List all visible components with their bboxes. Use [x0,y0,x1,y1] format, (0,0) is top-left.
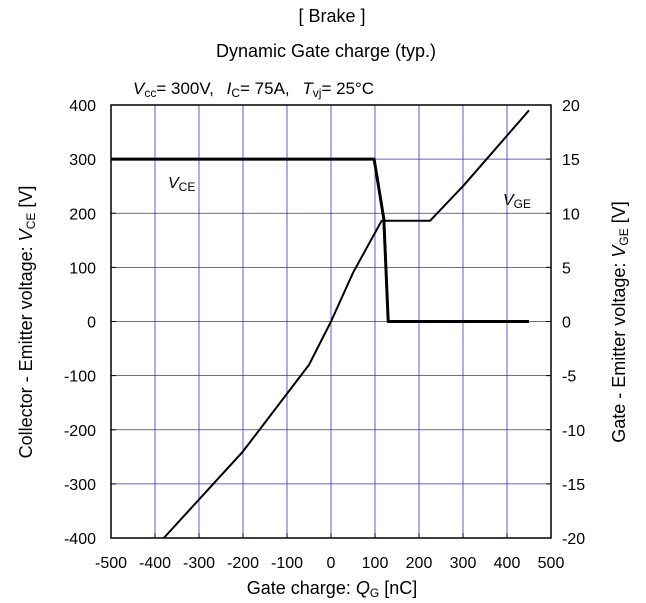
y-tick-label: 400 [69,98,96,115]
x-tick-label: 100 [362,555,389,572]
chart-title-line1: [ Brake ] [298,6,365,26]
y-tick-label: -100 [64,369,96,386]
series-label-vge: VGE [503,192,531,211]
x-tick-label: -200 [227,555,259,572]
y2-tick-label: -10 [562,423,585,440]
y2-tick-label: 5 [562,260,571,277]
y2-tick-label: -5 [562,369,576,386]
y2-tick-label: 10 [562,206,580,223]
y2-tick-label: -20 [562,531,585,548]
y-tick-label: -400 [64,531,96,548]
vge-curve [163,109,530,539]
x-axis-label: Gate charge: QG [nC] [247,578,417,600]
test-conditions: Vcc= 300V, IC= 75A, Tvj= 25°C [133,79,374,100]
y-axis-label-left: Collector - Emitter voltage: VCE [V] [16,186,38,459]
vce-curve [111,157,529,323]
x-tick-label: 200 [406,555,433,572]
tick-labels: -500 -400 -300 -200 -100 0 100 200 300 400 500-400… [64,98,585,572]
x-tick-label: 0 [327,555,336,572]
data-series [111,109,530,539]
series-label-vce: VCE [168,175,195,194]
y2-tick-label: -15 [562,477,585,494]
y-tick-label: 200 [69,206,96,223]
x-tick-label: 300 [450,555,477,572]
x-tick-label: -400 [139,555,171,572]
chart-title-line2: Dynamic Gate charge (typ.) [216,41,436,61]
y-tick-label: -200 [64,423,96,440]
y-tick-label: -300 [64,477,96,494]
y-tick-label: 0 [87,315,96,332]
y2-tick-label: 0 [562,315,571,332]
x-tick-label: 400 [494,555,521,572]
x-tick-label: -500 [95,555,127,572]
y2-tick-label: 15 [562,152,580,169]
x-tick-label: -300 [183,555,215,572]
y-axis-label-right: Gate - Emitter voltage: VGE [V] [609,201,631,442]
y2-tick-label: 20 [562,98,580,115]
y-tick-label: 300 [69,152,96,169]
x-tick-label: -100 [271,555,303,572]
y-tick-label: 100 [69,260,96,277]
x-tick-label: 500 [538,555,565,572]
